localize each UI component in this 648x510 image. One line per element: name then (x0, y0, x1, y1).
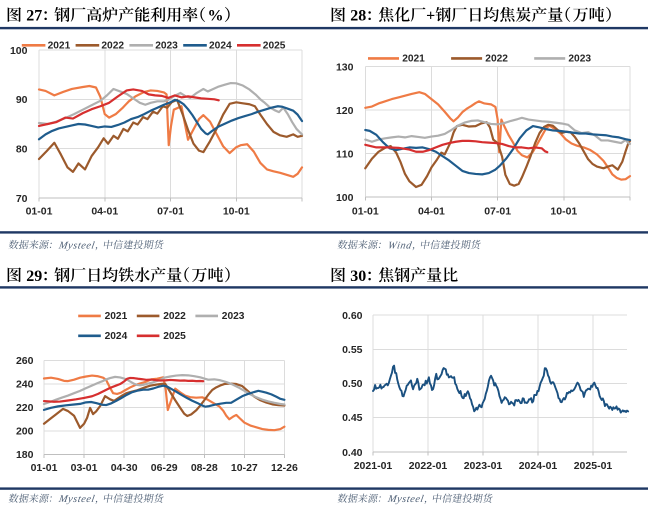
svg-text:2022-01: 2022-01 (409, 460, 448, 472)
svg-text:2023: 2023 (222, 311, 245, 322)
svg-text:Mysteel: Mysteel (57, 240, 96, 251)
svg-text:0.45: 0.45 (342, 412, 363, 424)
svg-text:260: 260 (16, 355, 34, 367)
svg-text:10-01: 10-01 (550, 206, 577, 218)
svg-text:130: 130 (336, 61, 354, 73)
svg-text:2021: 2021 (105, 311, 128, 322)
svg-text:2021: 2021 (48, 41, 71, 52)
svg-text:04-01: 04-01 (91, 206, 118, 218)
svg-text:01-01: 01-01 (26, 206, 53, 218)
svg-text:0.60: 0.60 (342, 310, 363, 322)
svg-text:29: 29 (26, 268, 42, 285)
svg-text:30: 30 (350, 268, 366, 285)
svg-text:2022: 2022 (101, 41, 124, 52)
svg-text:04-30: 04-30 (111, 462, 138, 474)
svg-text:2021: 2021 (402, 54, 425, 65)
svg-text:0.40: 0.40 (342, 447, 363, 459)
svg-text:80: 80 (16, 143, 28, 155)
svg-text:08-28: 08-28 (191, 462, 218, 474)
svg-text:70: 70 (16, 193, 28, 205)
svg-text:12-26: 12-26 (271, 462, 298, 474)
svg-text:2024: 2024 (209, 41, 232, 52)
svg-text:+: + (426, 8, 435, 25)
svg-text:2022: 2022 (485, 54, 508, 65)
svg-text:2023: 2023 (568, 54, 591, 65)
svg-text:04-01: 04-01 (418, 206, 445, 218)
svg-text:01-01: 01-01 (352, 206, 379, 218)
svg-text:27: 27 (26, 8, 42, 25)
svg-text:220: 220 (16, 402, 34, 414)
svg-text:2024-01: 2024-01 (519, 460, 558, 472)
svg-text:2025: 2025 (163, 331, 186, 342)
svg-text:2023-01: 2023-01 (464, 460, 503, 472)
svg-text:Mysteel: Mysteel (57, 494, 96, 505)
svg-text:240: 240 (16, 379, 34, 391)
svg-text:01-01: 01-01 (31, 462, 58, 474)
svg-text:0.50: 0.50 (342, 378, 363, 390)
svg-text:2024: 2024 (105, 331, 128, 342)
svg-text:Mysteel: Mysteel (386, 494, 425, 505)
svg-text:07-01: 07-01 (484, 206, 511, 218)
svg-text:03-01: 03-01 (71, 462, 98, 474)
svg-text:06-29: 06-29 (151, 462, 178, 474)
svg-text:200: 200 (16, 426, 34, 438)
svg-text:120: 120 (336, 105, 354, 117)
svg-text:0.55: 0.55 (342, 344, 363, 356)
svg-text:100: 100 (10, 45, 28, 57)
svg-text:2025: 2025 (263, 41, 286, 52)
svg-text:%: % (207, 8, 223, 25)
svg-text:Wind: Wind (387, 240, 413, 251)
svg-text:110: 110 (336, 148, 354, 160)
svg-text:2022: 2022 (163, 311, 186, 322)
svg-text:10-27: 10-27 (231, 462, 258, 474)
svg-text:90: 90 (16, 94, 28, 106)
svg-text:100: 100 (336, 192, 354, 204)
svg-text:07-01: 07-01 (157, 206, 184, 218)
svg-text:2025-01: 2025-01 (574, 460, 613, 472)
svg-text:2023: 2023 (155, 41, 178, 52)
svg-text:180: 180 (16, 449, 34, 461)
svg-text:2021-01: 2021-01 (354, 460, 393, 472)
svg-text:10-01: 10-01 (223, 206, 250, 218)
svg-text:28: 28 (350, 8, 366, 25)
